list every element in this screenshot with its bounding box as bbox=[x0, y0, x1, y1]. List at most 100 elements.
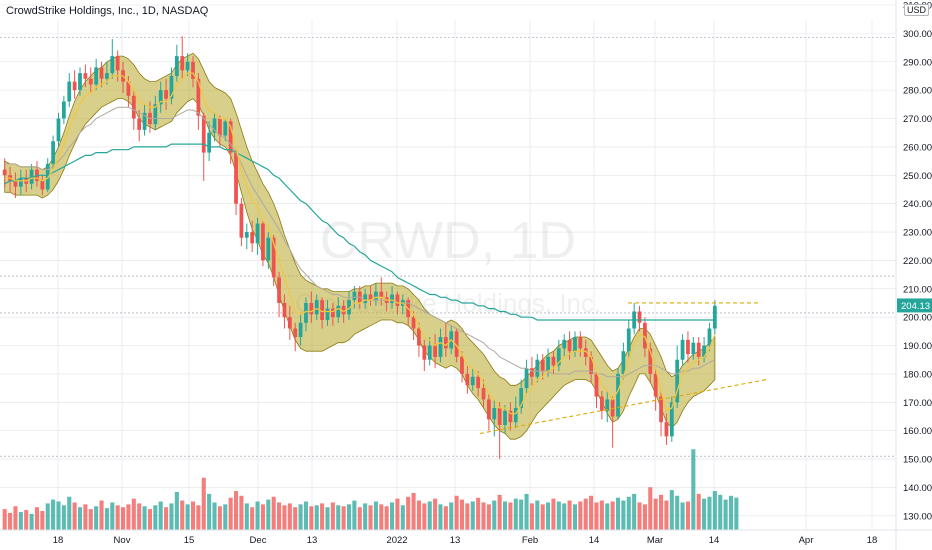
candle-body bbox=[621, 351, 626, 374]
volume-bar bbox=[336, 505, 341, 530]
volume-bar bbox=[346, 504, 352, 530]
volume-bar bbox=[492, 500, 497, 530]
last-price-label: 204.13 bbox=[901, 301, 930, 312]
volume-bar bbox=[379, 504, 384, 530]
volume-bar bbox=[546, 502, 551, 530]
volume-bar bbox=[562, 503, 567, 530]
candle-body bbox=[675, 359, 680, 403]
candle-body bbox=[2, 169, 7, 176]
candle-body bbox=[664, 422, 669, 437]
y-tick-label: 300.00 bbox=[903, 29, 932, 40]
volume-bar bbox=[659, 494, 664, 530]
candle-body bbox=[508, 410, 513, 423]
volume-bar bbox=[723, 499, 728, 530]
volume-bar bbox=[728, 495, 734, 530]
volume-bar bbox=[373, 501, 378, 530]
volume-bar bbox=[196, 505, 201, 530]
volume-bar bbox=[174, 492, 179, 530]
volume-bar bbox=[56, 501, 61, 530]
candle-body bbox=[556, 348, 561, 366]
candle-body bbox=[470, 376, 475, 386]
volume-bar bbox=[680, 502, 685, 530]
candle-body bbox=[277, 277, 281, 303]
candle-body bbox=[417, 328, 421, 346]
volume-bar bbox=[411, 492, 416, 530]
candle-body bbox=[573, 337, 577, 352]
candle-body bbox=[696, 342, 701, 357]
volume-bar bbox=[438, 504, 443, 530]
candle-body bbox=[164, 90, 168, 99]
candle-body bbox=[239, 203, 244, 238]
volume-bar bbox=[169, 503, 174, 530]
volume-bar bbox=[298, 504, 303, 530]
candle-body bbox=[250, 232, 255, 244]
candle-body bbox=[330, 308, 335, 318]
candle-body bbox=[153, 104, 158, 125]
volume-bar bbox=[551, 498, 556, 530]
overlays bbox=[4, 72, 767, 435]
candle-body bbox=[40, 180, 45, 190]
candle-body bbox=[712, 305, 717, 329]
candle-body bbox=[115, 56, 120, 71]
volume-bar bbox=[702, 498, 707, 530]
volume-bar bbox=[390, 502, 395, 530]
candle-body bbox=[583, 348, 588, 357]
volume-bar bbox=[330, 502, 335, 530]
candle-body bbox=[266, 237, 271, 261]
y-tick-label: 250.00 bbox=[903, 171, 932, 182]
candle-body bbox=[255, 223, 260, 244]
price-axis[interactable]: 130.00 140.00 150.00 160.00 170.00 180.00 190.… bbox=[895, 0, 932, 550]
candle-body bbox=[433, 345, 437, 357]
volume-bar bbox=[416, 500, 421, 530]
volume-bar bbox=[626, 496, 631, 530]
volume-bar bbox=[540, 504, 545, 530]
volume-bar bbox=[465, 503, 470, 530]
volume-bar bbox=[77, 507, 83, 530]
x-tick-label: 14 bbox=[709, 535, 720, 546]
candle-body bbox=[497, 407, 502, 425]
currency-button[interactable]: USD bbox=[904, 4, 930, 16]
volume-bar bbox=[67, 496, 72, 530]
candle-body bbox=[201, 115, 206, 153]
volume-bar bbox=[158, 501, 163, 530]
volume-bar bbox=[207, 493, 212, 530]
candle-body bbox=[567, 339, 572, 352]
x-tick-label: Mar bbox=[647, 535, 663, 546]
candle-body bbox=[492, 407, 497, 420]
candle-body bbox=[422, 345, 427, 360]
y-tick-label: 160.00 bbox=[903, 426, 932, 437]
candle-body bbox=[680, 339, 685, 360]
volume-bar bbox=[255, 501, 260, 530]
y-tick-label: 210.00 bbox=[903, 284, 932, 295]
candle-body bbox=[589, 356, 593, 374]
volume-bar bbox=[352, 500, 357, 530]
volume-bar bbox=[454, 495, 459, 530]
volume-bar bbox=[24, 510, 29, 530]
volume-bar bbox=[734, 497, 739, 530]
volume-bar bbox=[459, 499, 465, 530]
volume-bar bbox=[572, 504, 578, 530]
watermark-symbol: CRWD, 1D bbox=[320, 212, 576, 270]
x-tick-label: 13 bbox=[450, 535, 461, 546]
candle-body bbox=[643, 322, 647, 349]
time-axis[interactable]: 18 Nov 15 Dec 13 2022 13 Feb 14 Mar 14 Apr 18 bbox=[0, 529, 932, 546]
candle-body bbox=[282, 302, 287, 318]
y-tick-label: 280.00 bbox=[903, 86, 932, 97]
candle-body bbox=[513, 407, 518, 423]
x-tick-label: Dec bbox=[250, 535, 267, 546]
volume-bar bbox=[131, 498, 136, 530]
candle-body bbox=[540, 359, 545, 372]
volume-bar bbox=[266, 499, 271, 530]
volume-bar bbox=[707, 496, 712, 530]
volume-bar bbox=[357, 507, 362, 530]
candle-body bbox=[379, 291, 384, 298]
y-tick-label: 170.00 bbox=[903, 398, 932, 409]
chart-title: CrowdStrike Holdings, Inc., 1D, NASDAQ bbox=[6, 5, 209, 17]
candle-body bbox=[218, 118, 222, 136]
x-tick-label: 15 bbox=[184, 535, 195, 546]
candlesticks bbox=[2, 36, 717, 460]
volume-bar bbox=[223, 504, 228, 530]
candle-body bbox=[524, 368, 529, 389]
candle-body bbox=[320, 300, 324, 320]
